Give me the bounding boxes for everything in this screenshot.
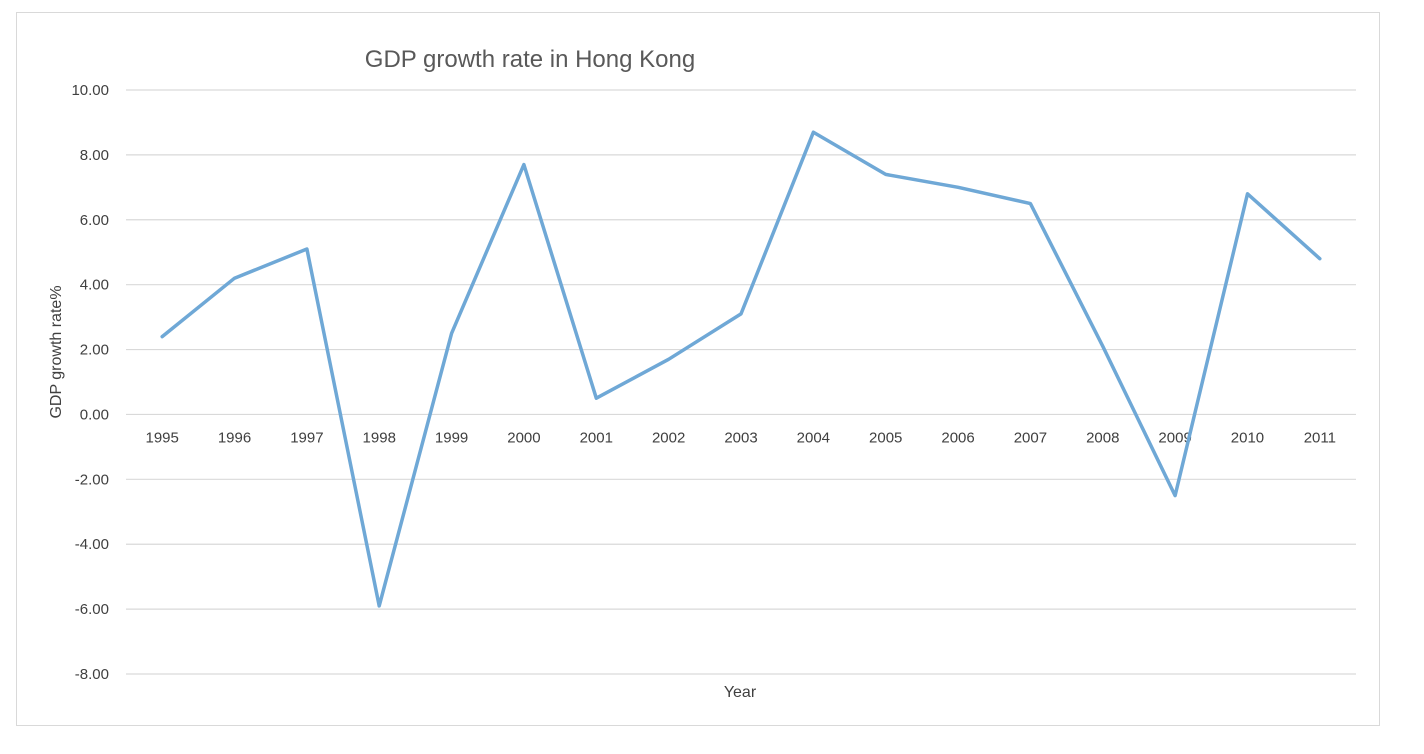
y-tick-label: -6.00 [75,601,109,618]
x-tick-label: 2000 [507,429,540,446]
y-tick-label: 2.00 [80,342,109,359]
chart-frame [16,12,1380,726]
y-tick-label: -8.00 [75,666,109,683]
x-tick-label: 2002 [652,429,685,446]
chart-title: GDP growth rate in Hong Kong [365,46,695,73]
x-tick-label: 2010 [1231,429,1264,446]
x-tick-label: 1997 [290,429,323,446]
x-tick-label: 2007 [1014,429,1047,446]
x-tick-label: 2009 [1158,429,1191,446]
x-tick-label: 1996 [218,429,251,446]
y-tick-label: 4.00 [80,277,109,294]
x-tick-label: 2006 [941,429,974,446]
y-tick-label: 10.00 [71,82,109,99]
x-tick-label: 2003 [724,429,757,446]
x-tick-label: 2008 [1086,429,1119,446]
x-tick-labels: 1995 1996 1997 1998 1999 2000 2001 2002 2003 2004… [145,429,1335,446]
x-tick-label: 1995 [145,429,178,446]
y-axis-label: GDP growth rate% [48,285,65,418]
y-tick-label: -2.00 [75,471,109,488]
x-tick-label: 2004 [797,429,830,446]
y-tick-labels: -8.00 -6.00 -4.00 -2.00 0.00 2.00 4.00 6.00 8.00… [71,82,109,683]
x-tick-label: 2001 [580,429,613,446]
series-line [160,130,1322,608]
x-tick-label: 1998 [363,429,396,446]
x-tick-label: 2011 [1304,429,1336,446]
gridlines [126,89,1356,675]
y-tick-label: 6.00 [80,212,109,229]
y-tick-label: 0.00 [80,406,109,423]
x-axis-label: Year [724,684,757,701]
y-tick-label: -4.00 [75,536,109,553]
x-tick-label: 2005 [869,429,902,446]
x-tick-label: 1999 [435,429,468,446]
y-tick-label: 8.00 [80,147,109,164]
series-group [160,130,1322,608]
